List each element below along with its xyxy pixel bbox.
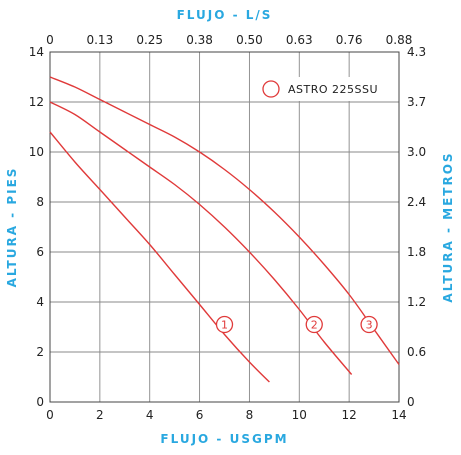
y-right-tick-label: 1.8	[407, 245, 426, 259]
y-right-tick-label: 3.7	[407, 95, 426, 109]
x-bottom-tick-label: 14	[391, 408, 406, 422]
y-left-tick-label: 0	[36, 395, 44, 409]
curve-3-label: 3	[366, 319, 373, 332]
x-bottom-tick-label: 2	[96, 408, 104, 422]
y-right-tick-label: 3.0	[407, 145, 426, 159]
x-top-tick-label: 0.50	[236, 33, 263, 47]
legend-label: ASTRO 225SSU	[288, 83, 378, 96]
top-axis-title: FLUJO - L/S	[177, 8, 273, 22]
x-top-tick-label: 0.88	[386, 33, 413, 47]
y-right-tick-label: 1.2	[407, 295, 426, 309]
legend-swatch-icon	[262, 80, 280, 98]
x-bottom-tick-label: 4	[146, 408, 154, 422]
x-top-tick-label: 0.76	[336, 33, 363, 47]
left-axis-title: ALTURA - PIES	[5, 167, 19, 288]
grid	[50, 52, 399, 402]
curve-2-line	[49, 101, 353, 375]
y-right-tick-label: 2.4	[407, 195, 426, 209]
y-left-tick-label: 6	[36, 245, 44, 259]
curve-1-marker-icon	[215, 315, 234, 334]
y-left-tick-label: 4	[36, 295, 44, 309]
x-top-tick-label: 0.38	[186, 33, 213, 47]
x-top-tick-label: 0.25	[136, 33, 163, 47]
curve-1-label: 1	[221, 319, 228, 332]
x-top-tick-label: 0	[46, 33, 54, 47]
bottom-axis-title: FLUJO - USGPM	[160, 432, 288, 446]
curve-3-line	[49, 76, 400, 365]
curve-2-label: 2	[311, 319, 318, 332]
curve-1-line	[49, 131, 270, 383]
y-left-tick-label: 10	[29, 145, 44, 159]
x-bottom-tick-label: 8	[246, 408, 254, 422]
y-right-tick-label: 0.6	[407, 345, 426, 359]
right-axis-title: ALTURA - METROS	[441, 151, 455, 302]
curve-2-marker-icon	[305, 315, 323, 334]
y-left-tick-label: 2	[36, 345, 44, 359]
y-left-tick-label: 14	[29, 45, 44, 59]
curves: 1 2 3	[49, 76, 400, 383]
tick-labels: 0 2 4 6 8 10 12 140 0.13 0.25 0.38 0.50 0.63 0.76 0.88…	[29, 33, 426, 422]
x-bottom-tick-label: 0	[46, 408, 54, 422]
legend-background	[255, 77, 395, 101]
x-bottom-tick-label: 12	[342, 408, 357, 422]
x-bottom-tick-label: 10	[292, 408, 307, 422]
x-top-tick-label: 0.63	[286, 33, 313, 47]
y-right-tick-label: 4.3	[407, 45, 426, 59]
plot-frame	[49, 51, 400, 403]
x-top-tick-label: 0.13	[86, 33, 113, 47]
y-left-tick-label: 12	[29, 95, 44, 109]
y-left-tick-label: 8	[36, 195, 44, 209]
legend: ASTRO 225SSU	[255, 77, 395, 101]
curve-3-marker-icon	[360, 315, 378, 334]
x-bottom-tick-label: 6	[196, 408, 204, 422]
y-right-tick-label: 0	[407, 395, 415, 409]
